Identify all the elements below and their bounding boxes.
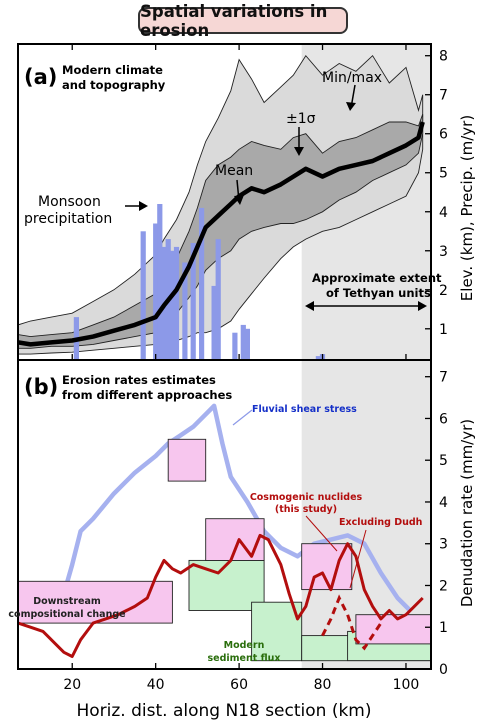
annotation-minmax: Min/max — [322, 70, 382, 86]
excluding-dudh-line — [321, 594, 383, 651]
annotation-monsoon-2: precipitation — [24, 211, 112, 227]
precip-bar — [153, 223, 159, 360]
precip-bar — [157, 204, 163, 360]
precip-bar — [190, 243, 196, 360]
panel-b-tick-label: 5 — [439, 453, 448, 469]
precip-bar — [199, 207, 205, 360]
precip-bar — [140, 231, 146, 360]
precip-bar — [315, 356, 321, 360]
x-axis: 20 40 60 80 100 — [63, 44, 419, 693]
panel-a-tick-label: 7 — [439, 88, 448, 104]
precip-bar — [182, 262, 188, 360]
pink-estimate-box — [355, 614, 431, 645]
panel-a-tick-label: 1 — [439, 322, 448, 338]
panel-b-tick-label: 6 — [439, 411, 448, 427]
annotation-monsoon-1: Monsoon — [38, 194, 101, 210]
panel-b-tick-label: 0 — [439, 662, 448, 678]
x-tick-label: 20 — [63, 677, 81, 693]
annotation-cosmo-1: Cosmogenic nuclides — [250, 492, 363, 503]
panel-b-tick-label: 2 — [439, 578, 448, 594]
annotation-modern-1: Modern — [224, 640, 265, 651]
figure-title: Spatial variations in erosion — [138, 2, 348, 40]
x-tick-label: 60 — [230, 677, 248, 693]
panel-a-tick-label: 8 — [439, 49, 448, 65]
panel-a-subtitle-2: and topography — [62, 78, 166, 92]
fluvial-shear-stress-line — [30, 403, 412, 622]
panel-b-subtitle-2: from different approaches — [62, 388, 232, 402]
annotation-mean: Mean — [215, 163, 253, 179]
panel-a-tick-label: 6 — [439, 127, 448, 143]
annotation-cosmo-2: (this study) — [275, 504, 337, 515]
panel-a-plot — [18, 44, 431, 360]
panel-a-right-axis: 1 2 3 4 5 6 7 8 — [425, 49, 448, 338]
pink-estimate-box — [205, 518, 265, 561]
x-tick-label: 80 — [314, 677, 332, 693]
panel-b-tick-label: 3 — [439, 537, 448, 553]
annotation-tethyan-2: of Tethyan units — [326, 286, 431, 300]
annotation-sigma: ±1σ — [286, 111, 316, 127]
mean-elevation-line — [18, 121, 425, 347]
panel-a-tick-label: 2 — [439, 283, 448, 299]
cosmogenic-line — [18, 533, 424, 658]
panel-b-tick-label: 7 — [439, 370, 448, 386]
tethyan-arrow-head-right — [418, 301, 427, 311]
panel-b-label: (b) — [24, 375, 58, 399]
x-tick-label: 100 — [393, 677, 420, 693]
panel-b-right-axis: 0 1 2 3 4 5 6 7 — [425, 370, 448, 678]
annotation-downstream-1: Downstream — [33, 596, 101, 607]
panel-a-tick-label: 4 — [439, 205, 448, 221]
panel-b-tick-label: 4 — [439, 495, 448, 511]
cosmo-pointer — [305, 515, 338, 552]
panel-a-label: (a) — [24, 65, 57, 89]
panel-b-y-label: Denudation rate (mm/yr) — [458, 419, 476, 607]
green-estimate-box — [251, 601, 303, 662]
panel-a-tick-label: 5 — [439, 166, 448, 182]
pink-estimate-box — [18, 580, 173, 624]
arrow-monsoon-head — [139, 201, 148, 211]
precip-bar — [244, 328, 250, 360]
annotation-tethyan-1: Approximate extent — [312, 271, 442, 285]
annotation-dudh: Excluding Dudh — [339, 517, 423, 528]
precip-bar — [173, 246, 180, 360]
fluvial-pointer — [232, 409, 253, 426]
x-tick-label: 40 — [147, 677, 165, 693]
precip-bar — [215, 239, 221, 360]
panel-b-tick-label: 1 — [439, 620, 448, 636]
panel-b-subtitle-1: Erosion rates estimates — [62, 373, 216, 387]
precip-bar — [240, 324, 246, 360]
arrow-mean-head — [234, 195, 244, 205]
annotation-downstream-2: compositional change — [8, 609, 125, 620]
precip-bar — [169, 250, 175, 360]
annotation-modern-2: sediment flux — [207, 653, 280, 664]
arrow-minmax-head — [346, 102, 356, 111]
precip-bar — [232, 332, 238, 360]
panel-b-plot — [18, 360, 431, 669]
x-axis-label: Horiz. dist. along N18 section (km) — [76, 701, 371, 721]
annotation-fluvial: Fluvial shear stress — [252, 404, 357, 415]
arrow-sigma-head — [294, 147, 304, 156]
panel-a-tick-label: 3 — [439, 244, 448, 260]
precip-bar — [211, 285, 217, 360]
panel-b-frame — [17, 359, 432, 670]
tethyan-arrow-head-left — [305, 301, 314, 311]
panel-a-subtitle-1: Modern climate — [62, 63, 163, 77]
dudh-pointer — [349, 529, 367, 589]
pink-estimate-box — [167, 438, 207, 482]
panel-a-y-label: Elev. (km), Precip. (m/yr) — [458, 115, 476, 301]
